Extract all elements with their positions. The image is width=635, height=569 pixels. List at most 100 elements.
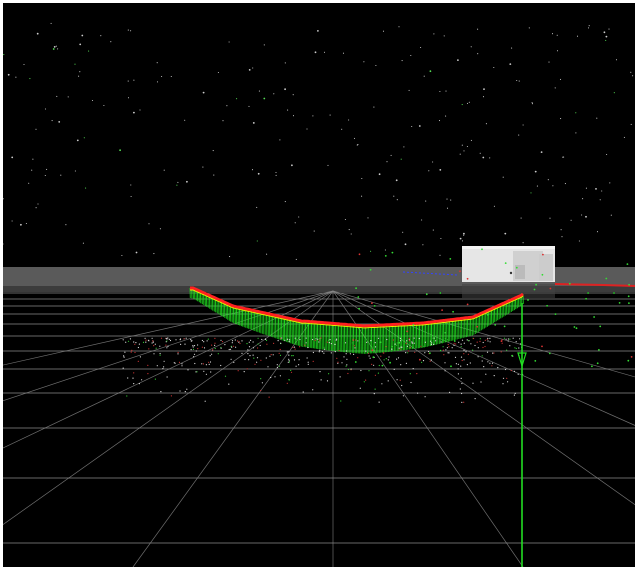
ground-point <box>466 364 468 366</box>
ground-point <box>291 355 293 357</box>
ground-point <box>134 343 136 345</box>
grid-line-radial <box>3 290 334 525</box>
ground-point <box>269 355 271 357</box>
ground-point <box>476 341 478 343</box>
ground-point <box>302 391 304 393</box>
ground-point <box>409 339 411 342</box>
sky-point <box>518 134 520 136</box>
scatter-point <box>541 273 544 276</box>
ground-point <box>318 351 320 353</box>
sky-point <box>348 119 350 121</box>
sky-point <box>344 218 346 221</box>
scatter-point <box>628 302 630 304</box>
ground-point <box>124 351 126 353</box>
ground-point <box>463 359 465 361</box>
ground-point <box>265 357 267 359</box>
ground-point <box>429 360 431 362</box>
ground-point <box>253 357 255 359</box>
ground-point <box>346 364 348 366</box>
ground-point <box>352 339 354 342</box>
ground-point <box>162 368 164 370</box>
scatter-point <box>444 331 447 334</box>
sky-point <box>511 47 513 49</box>
scatter-point <box>419 358 421 361</box>
ground-point <box>461 359 463 362</box>
sky-point <box>363 61 365 63</box>
scene-canvas[interactable] <box>3 3 635 567</box>
sky-point <box>156 62 158 64</box>
ground-point <box>461 392 463 395</box>
ground-point <box>284 339 286 341</box>
sky-point <box>292 94 294 96</box>
ground-point <box>487 340 489 342</box>
ground-point <box>252 354 254 356</box>
sky-point <box>291 164 293 167</box>
sky-point <box>3 54 5 56</box>
sky-point <box>375 64 377 67</box>
ground-point <box>514 392 516 394</box>
sky-point <box>463 234 465 236</box>
sky-point <box>439 169 442 171</box>
ground-point <box>267 366 269 368</box>
ground-point <box>134 351 136 354</box>
sky-point <box>605 39 607 41</box>
grid-line-radial <box>332 290 635 506</box>
ground-point <box>424 341 426 343</box>
ground-point <box>323 346 325 348</box>
ground-point <box>487 337 489 339</box>
ground-point <box>237 370 239 372</box>
scatter-point <box>476 325 478 328</box>
scatter-point <box>371 302 373 304</box>
ground-point <box>318 341 320 343</box>
sky-point <box>57 48 59 50</box>
ground-point <box>477 347 479 349</box>
ground-point <box>472 382 474 384</box>
ground-point <box>319 349 321 351</box>
ground-point <box>159 345 161 347</box>
sky-point <box>459 153 461 155</box>
ground-point <box>273 342 275 344</box>
ground-point <box>220 347 222 349</box>
ground-point <box>151 337 153 339</box>
ground-point <box>192 348 195 350</box>
sky-point <box>186 180 188 183</box>
sky-point <box>361 195 363 197</box>
ground-point <box>293 346 296 348</box>
sky-point <box>411 125 413 128</box>
ground-point <box>334 343 336 345</box>
ground-point <box>159 352 161 355</box>
sky-point <box>312 115 314 117</box>
sky-point <box>266 253 268 255</box>
ground-point <box>279 348 281 351</box>
scatter-point <box>429 352 431 354</box>
ground-point <box>416 373 418 375</box>
grid-line-radial <box>3 290 334 449</box>
ground-point <box>257 337 259 339</box>
ground-point <box>122 367 124 369</box>
ground-point <box>442 349 444 351</box>
ground-point <box>408 337 410 339</box>
sky-point <box>595 188 597 190</box>
ground-point <box>274 376 276 378</box>
sky-point <box>439 90 441 93</box>
ground-point <box>276 366 278 369</box>
scatter-point <box>503 325 506 328</box>
ground-point <box>489 341 491 343</box>
ground-point <box>506 349 508 351</box>
3d-viewport[interactable] <box>3 3 635 567</box>
ground-point <box>350 368 352 370</box>
ground-point <box>230 358 232 360</box>
ground-point <box>483 366 485 368</box>
scatter-point <box>373 305 376 307</box>
sky-point <box>284 62 286 64</box>
sky-point <box>561 236 563 238</box>
sky-point <box>548 61 550 63</box>
sky-point <box>85 187 87 189</box>
sky-point <box>226 105 228 107</box>
ground-point <box>305 337 307 339</box>
ground-point <box>268 396 270 398</box>
sky-point <box>610 214 612 216</box>
scatter-point <box>534 360 537 362</box>
ground-point <box>214 347 216 350</box>
ground-point <box>186 388 188 390</box>
